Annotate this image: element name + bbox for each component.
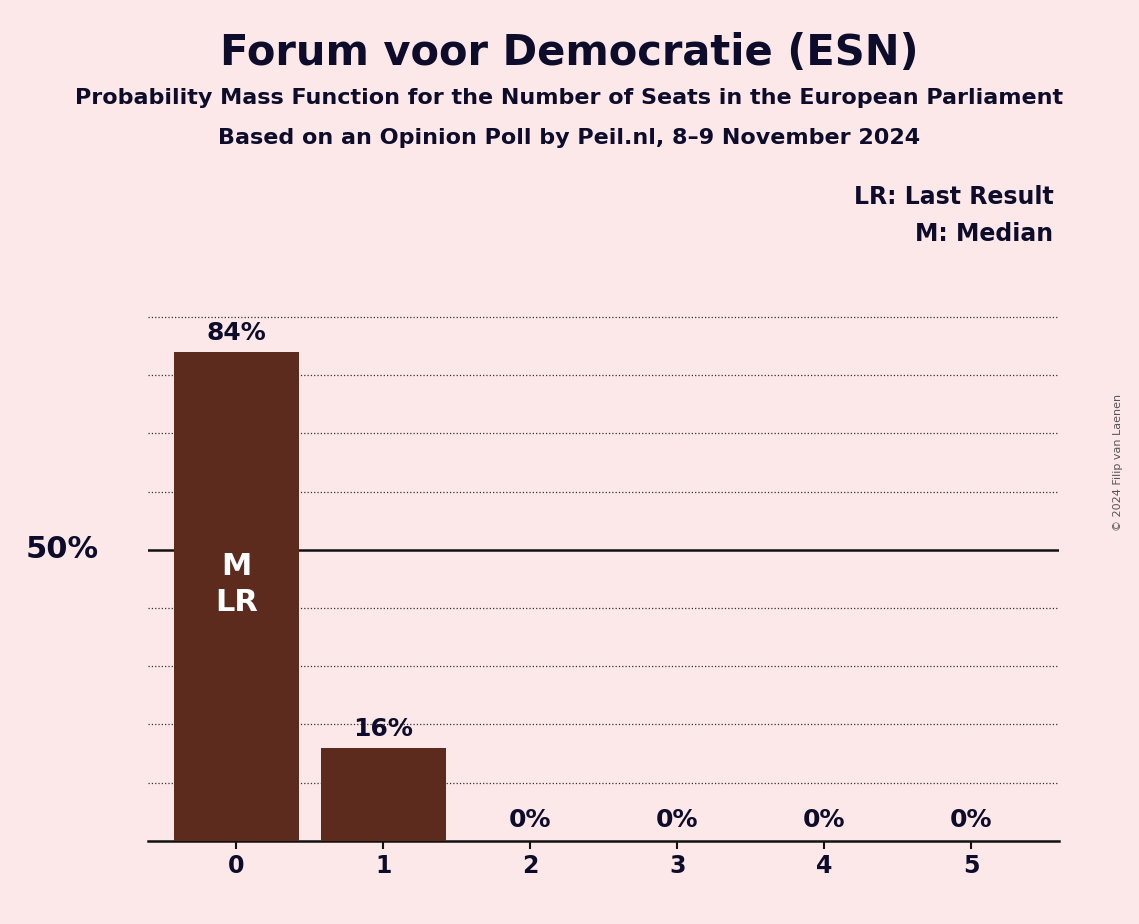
Text: 16%: 16% [353,717,413,741]
Text: 0%: 0% [656,808,698,833]
Text: M: Median: M: Median [916,222,1054,246]
Bar [174,352,298,841]
Text: M
LR: M LR [215,553,257,617]
Text: 0%: 0% [803,808,845,833]
Text: Based on an Opinion Poll by Peil.nl, 8–9 November 2024: Based on an Opinion Poll by Peil.nl, 8–9… [219,128,920,148]
Text: Probability Mass Function for the Number of Seats in the European Parliament: Probability Mass Function for the Number… [75,88,1064,108]
Text: LR: Last Result: LR: Last Result [854,185,1054,209]
Text: 50%: 50% [26,535,99,565]
Text: © 2024 Filip van Laenen: © 2024 Filip van Laenen [1114,394,1123,530]
Text: 0%: 0% [509,808,551,833]
Bar [321,748,445,841]
Text: 0%: 0% [950,808,992,833]
Text: Forum voor Democratie (ESN): Forum voor Democratie (ESN) [220,32,919,74]
Text: 84%: 84% [206,321,267,345]
